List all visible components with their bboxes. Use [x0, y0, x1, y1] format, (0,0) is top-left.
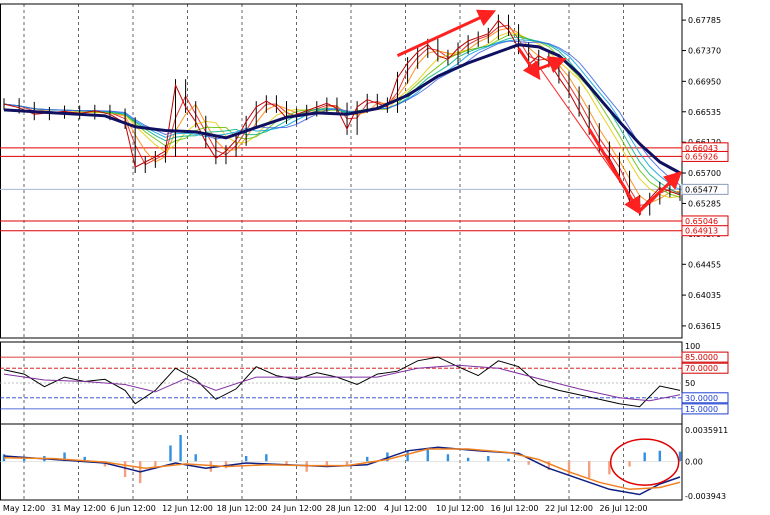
macd-histogram-bar: [103, 461, 107, 467]
macd-histogram-bar: [567, 461, 571, 475]
x-tick-label: 18 Jun 12:00: [217, 504, 268, 513]
oscillator-level-tag: [681, 392, 729, 404]
macd-histogram-bar: [386, 452, 389, 462]
price-level-tag: [681, 150, 729, 162]
annotations: [396, 9, 683, 486]
macd-histogram-bar: [224, 461, 228, 469]
oscillator-scale-label: 15.0000: [685, 405, 718, 414]
current-price-label: 0.65477: [685, 185, 718, 194]
macd-histogram-bar: [22, 457, 26, 462]
trend-thin-line: [528, 51, 641, 210]
macd-pane[interactable]: [0, 435, 682, 496]
macd-histogram-bar: [527, 461, 530, 465]
trend-arrow: [638, 170, 683, 213]
oscillator-signal-line: [3, 364, 681, 402]
oscillator-level-tag: [681, 362, 729, 374]
macd-scale-label: -0.003943: [685, 492, 726, 501]
trend-arrow: [538, 56, 567, 74]
price-tick-label: 0.67785: [688, 16, 721, 25]
price-tick-label: 0.66950: [688, 77, 721, 86]
macd-histogram-bar: [587, 461, 591, 478]
macd-histogram-bar: [265, 454, 268, 462]
macd-histogram-bar: [446, 454, 450, 462]
price-tick-label: 0.64455: [688, 260, 721, 269]
price-tick-label: 0.63615: [688, 322, 721, 331]
price-level-label: 0.64913: [685, 227, 718, 236]
price-zigzag-line: [3, 19, 681, 211]
trend-arrow: [517, 47, 541, 81]
x-tick-label: 6 Jun 12:00: [110, 504, 156, 513]
x-tick-label: 22 Jul 12:00: [545, 504, 593, 513]
macd-histogram-bar: [466, 457, 470, 462]
macd-histogram-bar: [345, 461, 349, 465]
macd-histogram-bar: [179, 435, 182, 462]
x-tick-label: 16 Jul 12:00: [491, 504, 539, 513]
x-tick-label: 31 May 12:00: [51, 504, 106, 513]
macd-histogram-bar: [658, 450, 662, 462]
macd-histogram-bar: [406, 450, 409, 462]
price-tick-label: 0.65285: [688, 199, 721, 208]
macd-histogram-bar: [487, 456, 490, 462]
macd-histogram-bar: [244, 456, 248, 462]
price-pane[interactable]: [0, 14, 682, 232]
price-level-label: 0.65046: [685, 217, 718, 226]
macd-histogram-bar: [83, 456, 86, 462]
macd-histogram-bar: [643, 452, 646, 462]
oscillator-scale-label: 30.0000: [685, 394, 718, 403]
axes: May 12:00 31 May 12:00 6 Jun 12:00 12 Jun 1…: [3, 16, 729, 513]
x-tick-label: 28 Jun 12:00: [326, 504, 377, 513]
macd-histogram-bar: [547, 461, 551, 470]
oscillator-scale-label: 70.0000: [685, 364, 718, 373]
x-tick-label: 10 Jul 12:00: [436, 504, 484, 513]
macd-histogram-bar: [305, 461, 308, 472]
macd-scale-label: 0.00: [685, 457, 703, 466]
price-level-label: 0.66043: [685, 144, 718, 153]
macd-histogram-bar: [194, 454, 197, 462]
price-tick-label: 0.67370: [688, 47, 721, 56]
trend-arrow: [396, 9, 497, 58]
macd-histogram-bar: [608, 461, 611, 475]
ribbon-band: [3, 27, 681, 204]
macd-scale-label: 0.0035911: [685, 426, 728, 435]
oscillator-level-tag: [681, 403, 729, 415]
price-level-label: 0.65926: [685, 152, 718, 161]
time-grid: [0, 3, 683, 501]
price-tick-label: 0.66535: [688, 108, 721, 117]
trend-arrow: [587, 128, 642, 216]
macd-histogram-bar: [426, 448, 429, 462]
macd-signal-line: [3, 448, 681, 491]
oscillator-level-tag: [681, 351, 729, 363]
oscillator-pane[interactable]: [0, 356, 682, 410]
oscillator-scale-label: 85.0000: [685, 353, 718, 362]
macd-histogram-bar: [209, 461, 213, 472]
macd-histogram-bar: [628, 461, 631, 467]
pane-frame: [0, 423, 683, 501]
macd-histogram-bar: [123, 461, 127, 477]
macd-histogram-bar: [325, 461, 329, 467]
macd-histogram-bar: [285, 461, 288, 465]
x-tick-label: 26 Jul 12:00: [600, 504, 648, 513]
macd-histogram-bar: [678, 451, 682, 462]
oscillator-scale-label: 50: [685, 379, 695, 388]
macd-histogram-bar: [169, 445, 172, 462]
x-tick-label: 4 Jul 12:00: [384, 504, 427, 513]
price-tick-label: 0.65700: [688, 169, 721, 178]
macd-histogram-bar: [63, 452, 66, 462]
price-tick-label: 0.64035: [688, 291, 721, 300]
x-tick-label: May 12:00: [3, 504, 45, 513]
macd-histogram-bar: [154, 461, 157, 469]
oscillator-scale-label: 100: [685, 342, 700, 351]
macd-histogram-bar: [366, 456, 369, 462]
moving-average-line: [3, 43, 681, 175]
macd-histogram-bar: [2, 454, 6, 462]
macd-main-line: [3, 446, 681, 496]
x-tick-label: 24 Jun 12:00: [271, 504, 322, 513]
price-level-tag: [681, 225, 729, 237]
macd-histogram-bar: [507, 458, 510, 462]
x-tick-label: 12 Jun 12:00: [162, 504, 213, 513]
highlight-ellipse: [609, 438, 680, 486]
